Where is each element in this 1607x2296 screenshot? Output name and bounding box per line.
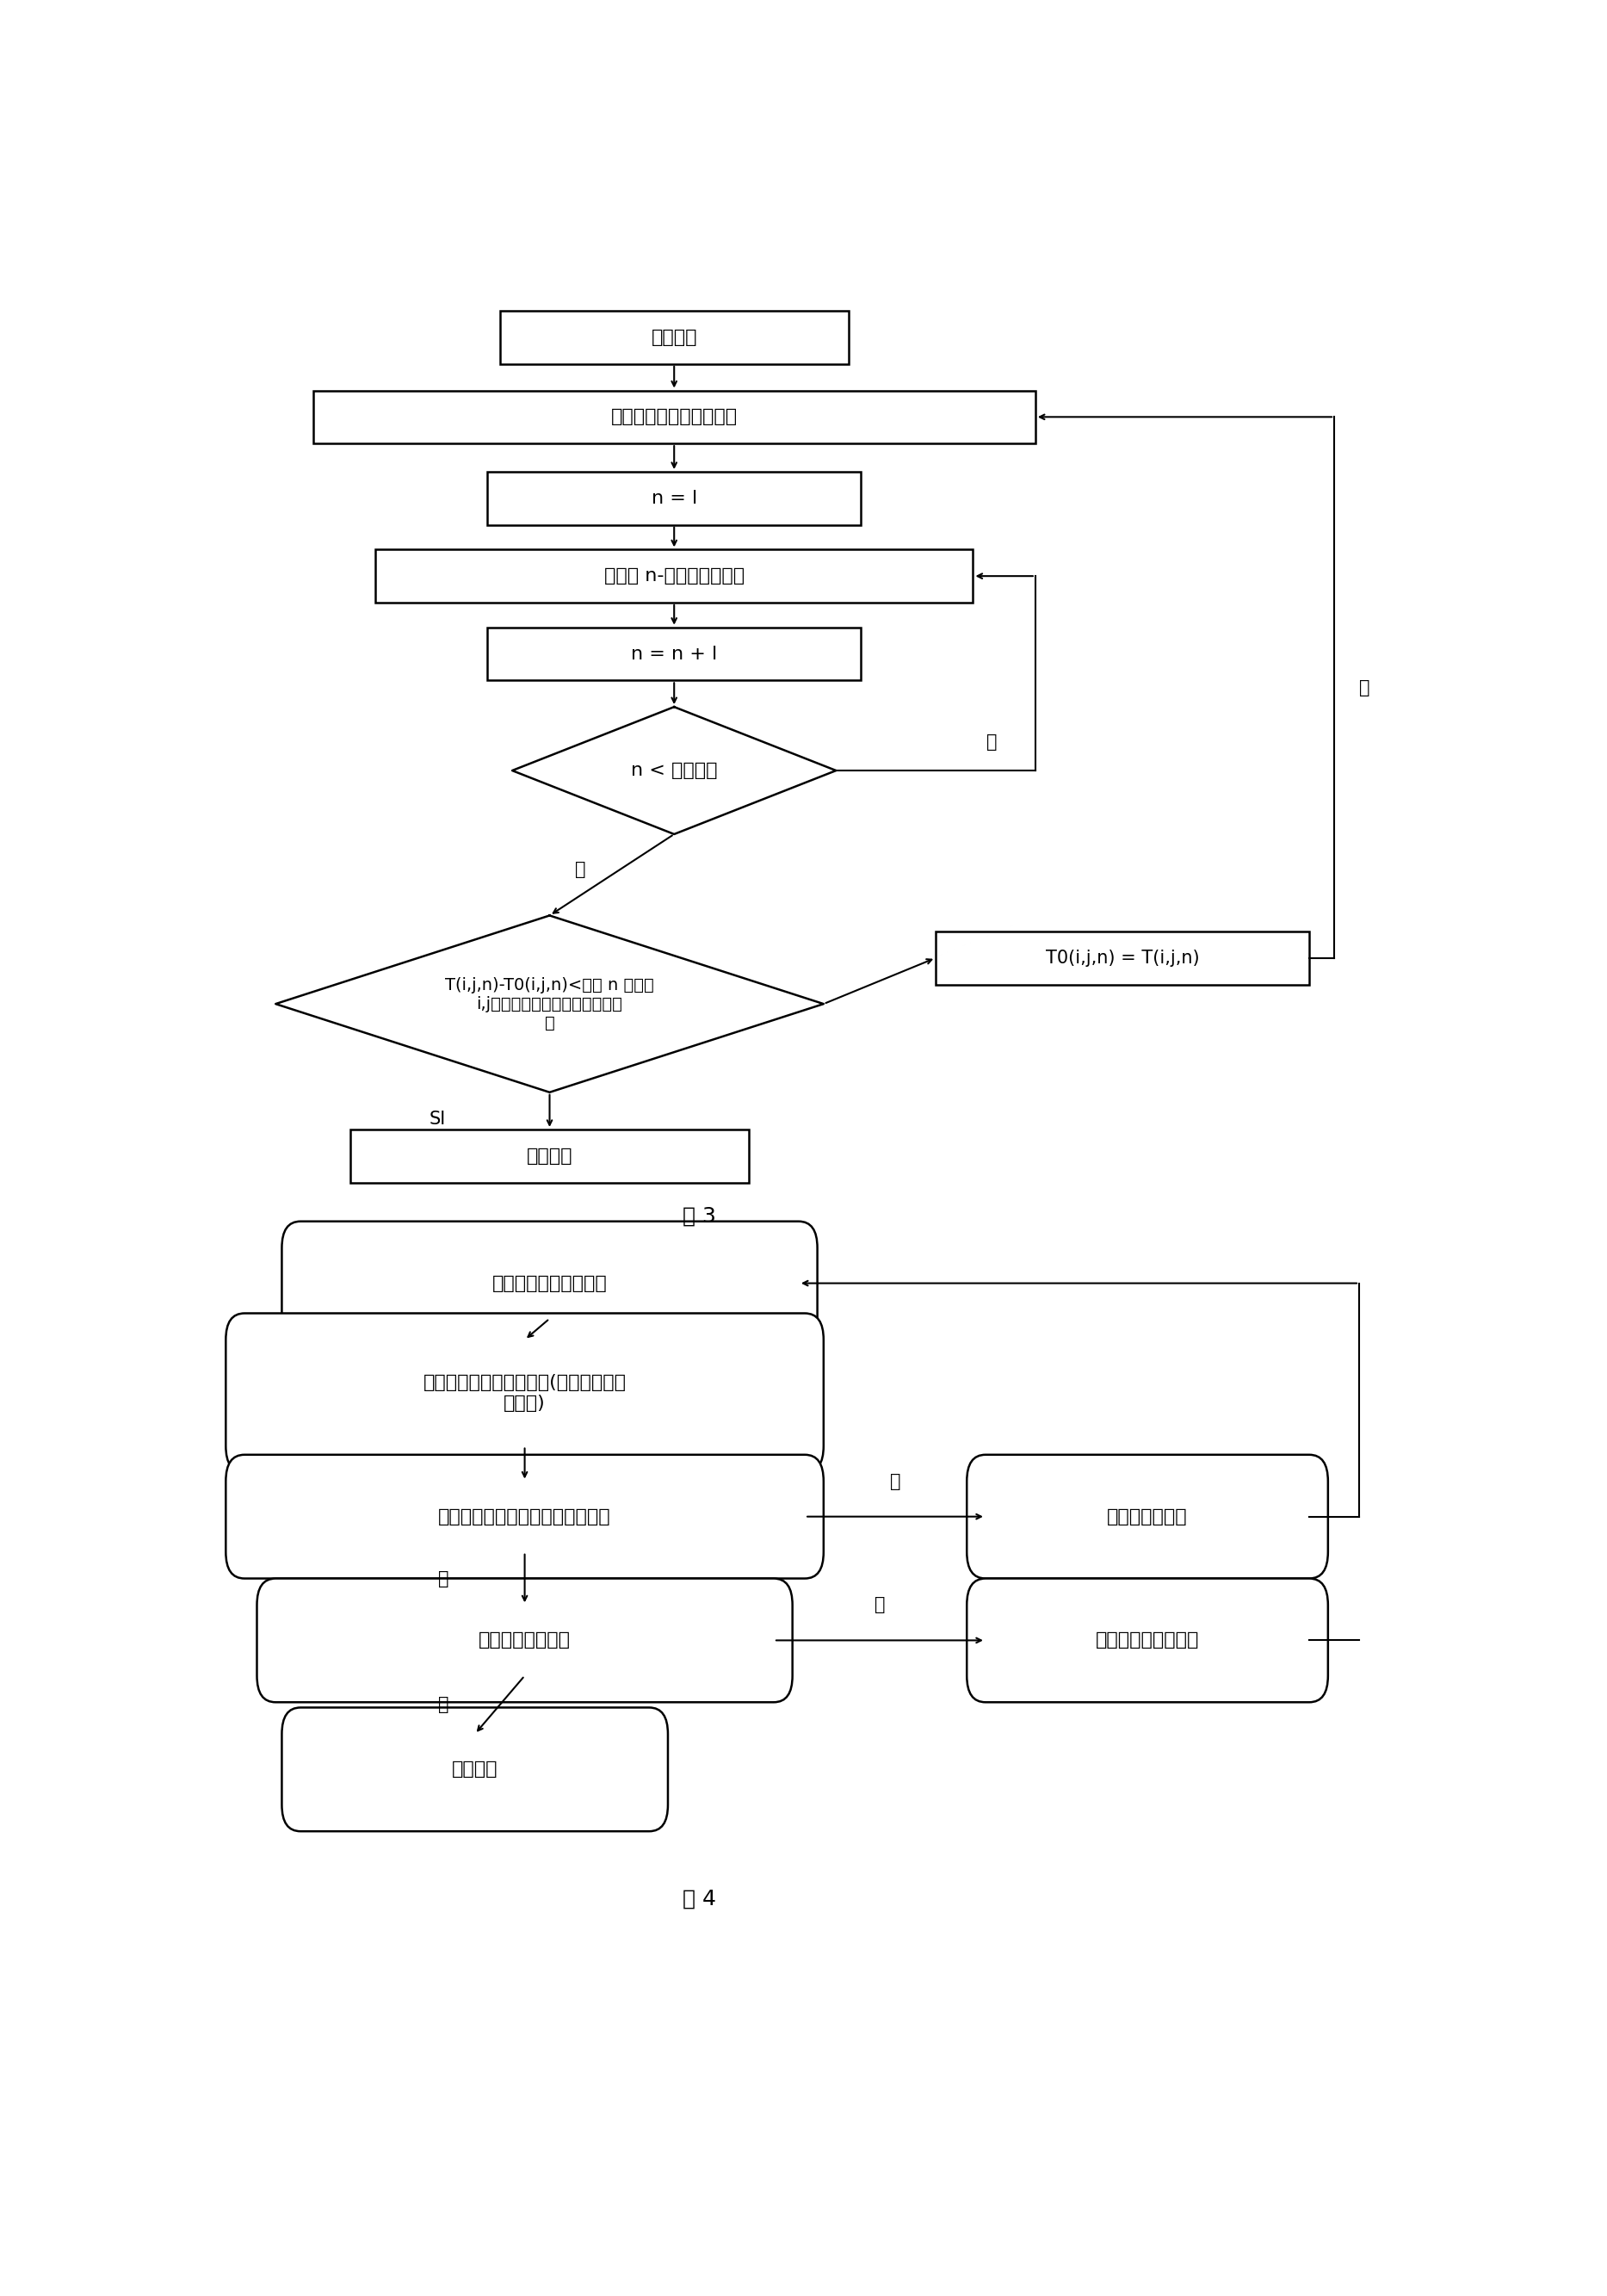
Text: n = n + l: n = n + l bbox=[632, 645, 717, 664]
FancyBboxPatch shape bbox=[225, 1313, 824, 1472]
Text: 是: 是 bbox=[439, 1570, 448, 1587]
FancyBboxPatch shape bbox=[225, 1456, 824, 1577]
Text: 每个电池的独立数据输入: 每个电池的独立数据输入 bbox=[611, 409, 738, 425]
FancyBboxPatch shape bbox=[281, 1221, 818, 1345]
Text: n < 电池总数: n < 电池总数 bbox=[632, 762, 717, 778]
Text: T(i,j,n)-T0(i,j,n)<电池 n 在每个
i,j坐标上固体温度集中允许的误
差: T(i,j,n)-T0(i,j,n)<电池 n 在每个 i,j坐标上固体温度集中… bbox=[445, 976, 654, 1031]
Text: 否: 否 bbox=[1360, 680, 1369, 696]
Text: n = l: n = l bbox=[651, 489, 697, 507]
Text: 电池电势最佳化: 电池电势最佳化 bbox=[1107, 1508, 1188, 1525]
Text: 是: 是 bbox=[987, 735, 996, 751]
Text: 确定第 n-电池的操作条件: 确定第 n-电池的操作条件 bbox=[604, 567, 744, 585]
FancyBboxPatch shape bbox=[935, 932, 1310, 985]
FancyBboxPatch shape bbox=[313, 390, 1035, 443]
FancyBboxPatch shape bbox=[487, 471, 861, 526]
Text: SI: SI bbox=[429, 1111, 445, 1127]
Text: 数据输入和初始值变量: 数据输入和初始值变量 bbox=[492, 1274, 607, 1293]
FancyBboxPatch shape bbox=[257, 1577, 792, 1701]
Text: 电池热量分布最佳化: 电池热量分布最佳化 bbox=[1096, 1632, 1199, 1649]
Text: 确定每块次级电池的分布(温度、电流、
流速等): 确定每块次级电池的分布(温度、电流、 流速等) bbox=[423, 1375, 627, 1412]
FancyBboxPatch shape bbox=[376, 549, 974, 602]
FancyBboxPatch shape bbox=[281, 1708, 669, 1832]
FancyBboxPatch shape bbox=[967, 1577, 1327, 1701]
FancyBboxPatch shape bbox=[350, 1130, 749, 1182]
Text: 是: 是 bbox=[439, 1697, 448, 1713]
Text: 电池平均电流集中在被计算的电势: 电池平均电流集中在被计算的电势 bbox=[439, 1508, 611, 1525]
Text: 数据输出: 数据输出 bbox=[527, 1148, 572, 1164]
Text: 图 4: 图 4 bbox=[683, 1887, 715, 1908]
FancyBboxPatch shape bbox=[487, 627, 861, 680]
FancyBboxPatch shape bbox=[500, 310, 848, 363]
Text: 否: 否 bbox=[890, 1472, 900, 1490]
Text: 数据输入: 数据输入 bbox=[651, 328, 697, 347]
Text: 图 3: 图 3 bbox=[683, 1205, 715, 1226]
Text: T0(i,j,n) = T(i,j,n): T0(i,j,n) = T(i,j,n) bbox=[1046, 948, 1199, 967]
FancyBboxPatch shape bbox=[967, 1456, 1327, 1577]
Text: 电池固体温度集中: 电池固体温度集中 bbox=[479, 1632, 570, 1649]
Text: 数据输出: 数据输出 bbox=[452, 1761, 498, 1777]
Text: 否: 否 bbox=[874, 1596, 885, 1614]
Text: 否: 否 bbox=[575, 861, 587, 877]
